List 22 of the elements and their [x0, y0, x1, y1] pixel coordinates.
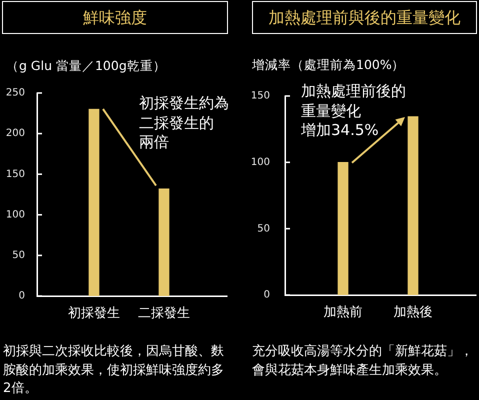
y-tick-label: 200	[6, 128, 25, 140]
x-tick-label: 加熱後	[394, 305, 433, 320]
y-axis-title: （g Glu 當量／100g乾重）	[6, 58, 166, 74]
y-tick-label: 0	[18, 290, 25, 302]
y-tick-label: 50	[12, 250, 25, 261]
y-tick-label: 0	[264, 290, 270, 301]
x-tick-label: 初採發生	[68, 306, 120, 322]
chart-title: 鮮味強度	[83, 8, 147, 27]
annotation: 加熱處理前後的重量變化增加34.5%	[301, 82, 406, 140]
y-tick-label: 50	[257, 223, 270, 234]
text: 充分吸收高湯等水分的「新鮮花菇」，會與花菇本身鮮味產生加乘效果。	[252, 343, 474, 380]
annotation: 初採發生約為二採發生的兩倍	[139, 94, 229, 152]
y-tick-label: 100	[6, 209, 25, 220]
y-tick-label: 250	[6, 88, 25, 99]
text: 初採與二次採收比較後，因烏甘酸、麩胺酸的加乘效果，使初採鮮味強度約多2倍。	[3, 343, 225, 398]
x-tick-label: 二採發生	[138, 306, 190, 322]
y-axis-title: 增減率（處理前為100%）	[252, 57, 405, 73]
y-tick-label: 100	[250, 156, 270, 168]
chart-title: 加熱處理前與後的重量變化	[268, 8, 460, 27]
y-tick-label: 150	[250, 90, 270, 102]
x-tick-label: 加熱前	[324, 305, 363, 320]
y-tick-label: 150	[6, 168, 25, 180]
